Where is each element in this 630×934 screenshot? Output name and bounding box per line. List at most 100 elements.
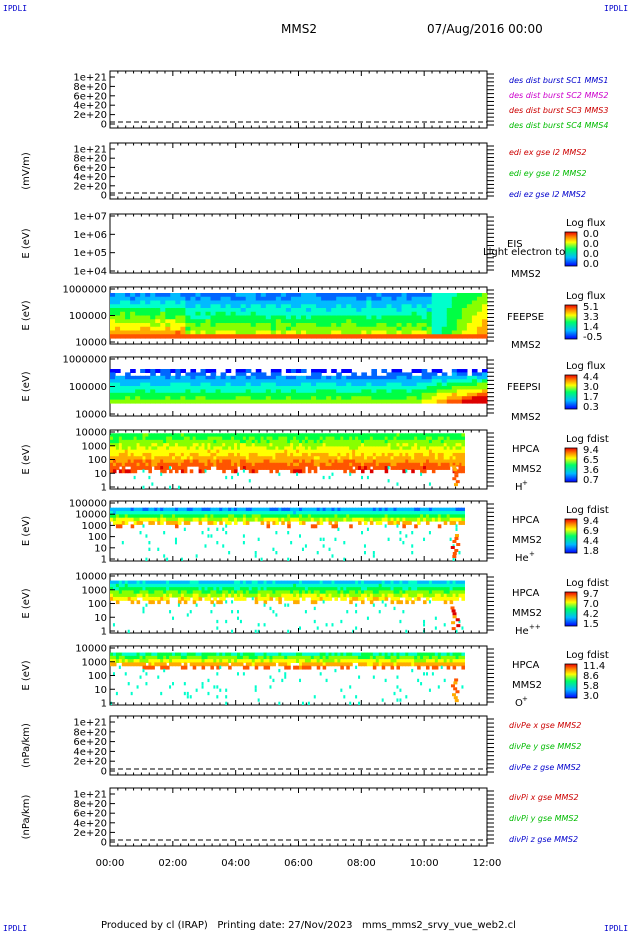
- cbar-tick-hpca-o-3: 3.0: [583, 691, 599, 702]
- ytick-label-feepse-0: 1000000: [62, 285, 107, 296]
- cbar-tick-hpca-h-0: 9.4: [583, 445, 599, 456]
- ytick-label-divpi-4: 2e+20: [73, 828, 107, 839]
- legend-divpe-2: divPe z gse MMS2: [509, 763, 581, 772]
- panel-frame-eis: [109, 213, 488, 274]
- ytick-label-hpca-he-1: 10000: [75, 510, 107, 521]
- panel-frame-des-dist: [109, 70, 488, 129]
- legend-divpe-0: divPe x gse MMS2: [509, 721, 581, 730]
- sc-label-hpca-o: MMS2: [512, 680, 542, 691]
- cbar-title-hpca-he: Log fdist: [566, 505, 609, 516]
- sc-label-hpca-he2: MMS2: [512, 608, 542, 619]
- sc-label-hpca-he: MMS2: [512, 535, 542, 546]
- ytick-label-divpe-4: 2e+20: [73, 757, 107, 768]
- ytick-label-hpca-he2-2: 100: [88, 599, 107, 610]
- ytick-label-edi-e-0: 1e+21: [73, 145, 107, 156]
- ytick-label-divpe-0: 1e+21: [73, 718, 107, 729]
- cbar-tick-hpca-he-2: 4.4: [583, 536, 599, 547]
- ylabel-feepse: E (eV): [21, 300, 32, 330]
- cbar-title-feepsi: Log flux: [566, 361, 606, 372]
- cbar-title-eis: Log flux: [566, 218, 606, 229]
- ytick-label-eis-0: 1e+07: [73, 212, 107, 223]
- ytick-label-hpca-o-1: 1000: [82, 657, 107, 668]
- xtick-label-6: 12:00: [473, 858, 502, 869]
- species-label-hpca-he: He: [515, 553, 529, 564]
- species-label-hpca-o: O: [515, 698, 523, 709]
- cbar-tick-hpca-he2-2: 4.2: [583, 609, 599, 620]
- ytick-label-hpca-he2-1: 1000: [82, 585, 107, 596]
- cbar-title-hpca-he2: Log fdist: [566, 578, 609, 589]
- ytick-label-hpca-he2-3: 10: [94, 613, 107, 624]
- species-label-hpca-he2: He: [515, 626, 529, 637]
- ytick-label-hpca-h-3: 10: [94, 469, 107, 480]
- ytick-label-des-dist-2: 6e+20: [73, 91, 107, 102]
- heatmap-feepse: [110, 293, 488, 339]
- legend-divpi-1: divPi y gse MMS2: [509, 814, 579, 823]
- date-title: 07/Aug/2016 00:00: [427, 22, 543, 36]
- spacecraft-title: MMS2: [281, 22, 317, 36]
- cbar-tick-hpca-he-1: 6.9: [583, 526, 599, 537]
- charge-label-hpca-h: +: [522, 479, 528, 487]
- ytick-label-des-dist-5: 0: [101, 120, 107, 131]
- ytick-label-hpca-he-0: 100000: [69, 499, 107, 510]
- ytick-label-feepsi-1: 100000: [69, 382, 107, 393]
- instrument-label-hpca-o: HPCA: [512, 660, 540, 671]
- ytick-label-feepsi-0: 1000000: [62, 355, 107, 366]
- panel-frame-divpi: [109, 787, 488, 847]
- xtick-label-0: 00:00: [96, 858, 125, 869]
- legend-divpi-2: divPi z gse MMS2: [509, 835, 578, 844]
- cbar-tick-eis-1: 0.0: [583, 239, 599, 250]
- legend-edi-e-0: edi ex gse l2 MMS2: [509, 148, 587, 157]
- ytick-label-des-dist-1: 8e+20: [73, 82, 107, 93]
- ytick-label-edi-e-3: 4e+20: [73, 172, 107, 183]
- extra-label-eis: Light electron tof: [483, 247, 569, 258]
- ylabel-edi-e: (mV/m): [21, 152, 32, 190]
- ytick-label-divpi-3: 4e+20: [73, 818, 107, 829]
- corner-label-top-left: IPDLI: [3, 4, 28, 13]
- ytick-label-hpca-o-3: 10: [94, 685, 107, 696]
- ytick-label-divpi-5: 0: [101, 838, 107, 849]
- ytick-label-hpca-he-5: 1: [101, 555, 107, 566]
- cbar-tick-hpca-he2-0: 9.7: [583, 589, 599, 600]
- cbar-tick-hpca-o-2: 5.8: [583, 681, 599, 692]
- cbar-tick-hpca-he2-1: 7.0: [583, 599, 599, 610]
- xtick-label-5: 10:00: [410, 858, 439, 869]
- heatmap-hpca-o: [110, 652, 465, 705]
- legend-divpe-1: divPe y gse MMS2: [509, 742, 581, 751]
- ylabel-eis: E (eV): [21, 228, 32, 258]
- colorbar-feepsi: [564, 374, 578, 410]
- colorbar-eis: [564, 231, 578, 267]
- ytick-label-divpe-1: 8e+20: [73, 727, 107, 738]
- instrument-label-eis: EIS: [507, 239, 523, 250]
- colorbar-hpca-he2: [564, 591, 578, 627]
- ytick-label-hpca-h-2: 100: [88, 455, 107, 466]
- footer-text: Produced by cl (IRAP) Printing date: 27/…: [101, 920, 516, 931]
- cbar-tick-eis-0: 0.0: [583, 229, 599, 240]
- instrument-label-feepsi: FEEPSI: [507, 382, 541, 393]
- ytick-label-feepsi-2: 10000: [75, 410, 107, 421]
- panel-frame-divpe: [109, 715, 488, 776]
- ytick-label-divpe-3: 4e+20: [73, 747, 107, 758]
- ylabel-hpca-he2: E (eV): [21, 588, 32, 618]
- ytick-label-hpca-he-4: 10: [94, 543, 107, 554]
- legend-edi-e-2: edi ez gse l2 MMS2: [509, 190, 586, 199]
- heatmap-hpca-he2: [110, 580, 465, 633]
- cbar-tick-hpca-h-1: 6.5: [583, 455, 599, 466]
- xtick-label-4: 08:00: [347, 858, 376, 869]
- ytick-label-divpe-2: 6e+20: [73, 737, 107, 748]
- cbar-tick-eis-2: 0.0: [583, 249, 599, 260]
- cbar-tick-eis-3: 0.0: [583, 259, 599, 270]
- ytick-label-hpca-h-0: 10000: [75, 428, 107, 439]
- legend-des-dist-2: des dist burst SC3 MMS3: [509, 106, 608, 115]
- ytick-label-feepse-1: 100000: [69, 311, 107, 322]
- cbar-title-hpca-h: Log fdist: [566, 434, 609, 445]
- ytick-label-hpca-he2-4: 1: [101, 627, 107, 638]
- ylabel-divpe: (nPa/km): [21, 723, 32, 768]
- cbar-tick-feepsi-3: 0.3: [583, 402, 599, 413]
- ytick-label-des-dist-0: 1e+21: [73, 73, 107, 84]
- heatmap-feepsi: [110, 369, 488, 404]
- cbar-tick-feepsi-1: 3.0: [583, 382, 599, 393]
- ytick-label-edi-e-1: 8e+20: [73, 154, 107, 165]
- instrument-label-hpca-h: HPCA: [512, 444, 540, 455]
- ytick-label-hpca-o-4: 1: [101, 699, 107, 710]
